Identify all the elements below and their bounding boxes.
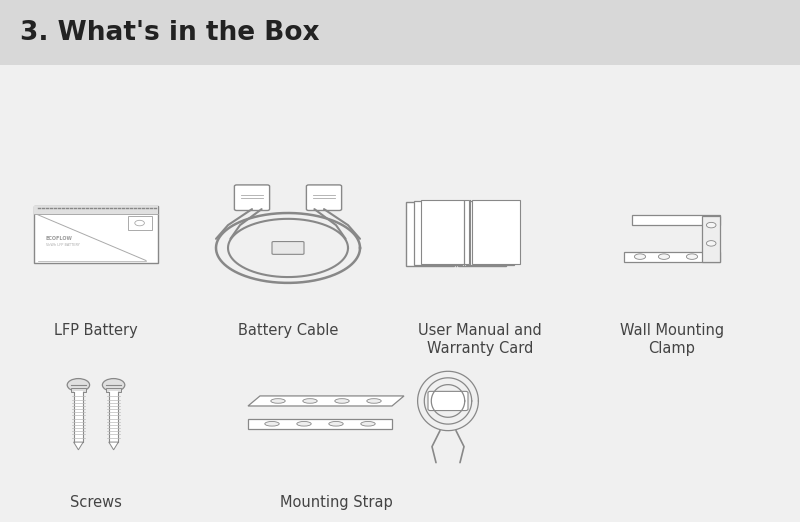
Text: Mounting Strap: Mounting Strap <box>280 495 392 509</box>
FancyBboxPatch shape <box>428 392 468 410</box>
Polygon shape <box>248 396 404 406</box>
Bar <box>421 200 469 264</box>
Text: 5kWh LFP BATTERY: 5kWh LFP BATTERY <box>46 243 80 247</box>
Ellipse shape <box>297 422 311 426</box>
Ellipse shape <box>366 399 382 403</box>
Bar <box>702 216 720 262</box>
Ellipse shape <box>658 254 670 259</box>
Circle shape <box>706 241 716 246</box>
Bar <box>128 216 152 230</box>
Bar <box>34 206 158 263</box>
Bar <box>406 202 454 266</box>
Bar <box>71 388 86 393</box>
Polygon shape <box>248 419 392 429</box>
Text: Battery Cable: Battery Cable <box>238 323 338 338</box>
Text: Wall Mounting
Clamp: Wall Mounting Clamp <box>620 323 724 355</box>
Text: ECOFLOW: ECOFLOW <box>46 236 73 241</box>
Circle shape <box>67 378 90 392</box>
FancyBboxPatch shape <box>306 185 342 210</box>
Polygon shape <box>109 442 118 450</box>
Ellipse shape <box>361 422 375 426</box>
Ellipse shape <box>270 399 286 403</box>
Ellipse shape <box>265 422 279 426</box>
Circle shape <box>706 222 716 228</box>
Bar <box>466 201 514 265</box>
Circle shape <box>102 378 125 392</box>
Ellipse shape <box>329 422 343 426</box>
Bar <box>109 391 118 442</box>
FancyBboxPatch shape <box>234 185 270 210</box>
FancyBboxPatch shape <box>272 242 304 254</box>
Bar <box>632 215 720 225</box>
Bar <box>458 202 506 266</box>
Text: LFP Battery: LFP Battery <box>54 323 138 338</box>
Bar <box>74 391 83 442</box>
Ellipse shape <box>302 399 317 403</box>
Bar <box>414 201 462 265</box>
Text: Screws: Screws <box>70 495 122 509</box>
Text: 3. What's in the Box: 3. What's in the Box <box>20 20 319 46</box>
Polygon shape <box>74 442 83 450</box>
Ellipse shape <box>335 399 350 403</box>
Bar <box>34 206 158 214</box>
Circle shape <box>134 220 145 226</box>
Ellipse shape <box>686 254 698 259</box>
Bar <box>106 388 121 393</box>
Ellipse shape <box>634 254 646 259</box>
Text: User Manual and
Warranty Card: User Manual and Warranty Card <box>418 323 542 355</box>
Bar <box>472 200 520 264</box>
Bar <box>624 252 720 262</box>
